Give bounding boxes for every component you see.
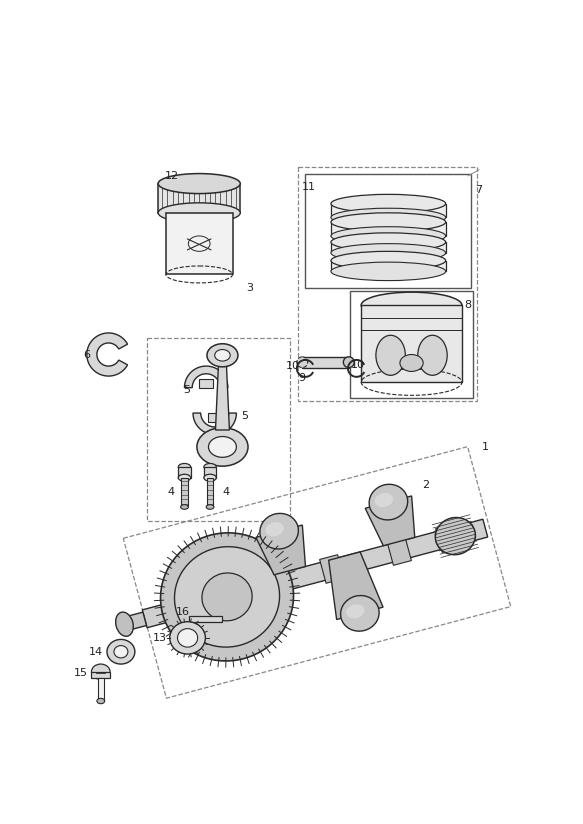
Polygon shape	[256, 525, 305, 575]
Ellipse shape	[204, 463, 216, 471]
Ellipse shape	[260, 513, 298, 549]
Ellipse shape	[369, 485, 408, 520]
Text: 5: 5	[241, 411, 248, 421]
Text: 14: 14	[89, 647, 103, 657]
Text: 16: 16	[176, 606, 190, 616]
Text: 12: 12	[165, 171, 179, 181]
Ellipse shape	[114, 645, 128, 658]
Ellipse shape	[265, 522, 284, 536]
Polygon shape	[178, 467, 191, 478]
Text: 15: 15	[73, 667, 87, 677]
Ellipse shape	[178, 463, 191, 471]
Polygon shape	[252, 573, 277, 602]
Ellipse shape	[207, 344, 238, 367]
Polygon shape	[98, 678, 104, 701]
Text: 4: 4	[223, 487, 230, 497]
Ellipse shape	[346, 604, 364, 619]
Ellipse shape	[331, 251, 445, 269]
Polygon shape	[193, 413, 236, 434]
Polygon shape	[331, 260, 445, 271]
Text: 9: 9	[298, 372, 306, 382]
Ellipse shape	[375, 493, 393, 508]
Polygon shape	[166, 213, 233, 274]
Text: 2: 2	[422, 480, 429, 490]
Polygon shape	[185, 591, 209, 619]
Ellipse shape	[297, 357, 308, 368]
Text: 7: 7	[475, 185, 483, 194]
Ellipse shape	[115, 612, 134, 636]
Polygon shape	[199, 379, 213, 387]
Ellipse shape	[331, 244, 445, 262]
Ellipse shape	[331, 208, 445, 227]
Text: 5: 5	[183, 385, 190, 395]
Ellipse shape	[376, 335, 405, 375]
Polygon shape	[319, 555, 344, 583]
Polygon shape	[181, 478, 188, 507]
Polygon shape	[331, 242, 445, 253]
Ellipse shape	[206, 504, 214, 509]
Polygon shape	[208, 413, 222, 422]
Text: 13: 13	[153, 633, 167, 643]
Ellipse shape	[209, 437, 236, 457]
Ellipse shape	[97, 698, 105, 704]
Polygon shape	[436, 524, 460, 552]
Polygon shape	[331, 222, 445, 236]
Polygon shape	[331, 204, 445, 218]
Polygon shape	[365, 496, 415, 545]
Text: 11: 11	[301, 182, 315, 193]
Polygon shape	[361, 305, 462, 382]
Polygon shape	[184, 366, 228, 387]
Ellipse shape	[361, 293, 462, 318]
Ellipse shape	[331, 233, 445, 251]
Ellipse shape	[181, 504, 188, 509]
Polygon shape	[387, 536, 412, 565]
Ellipse shape	[204, 475, 216, 481]
Text: 6: 6	[83, 349, 90, 359]
Polygon shape	[122, 612, 146, 631]
Text: 10: 10	[351, 359, 365, 369]
Ellipse shape	[400, 354, 423, 372]
Ellipse shape	[92, 664, 110, 680]
Ellipse shape	[158, 174, 240, 194]
Polygon shape	[92, 672, 110, 678]
Ellipse shape	[177, 629, 198, 647]
Ellipse shape	[331, 194, 445, 213]
Ellipse shape	[107, 639, 135, 664]
Ellipse shape	[215, 349, 230, 361]
Text: 10: 10	[286, 361, 300, 371]
Ellipse shape	[174, 546, 280, 647]
Polygon shape	[142, 519, 488, 628]
Ellipse shape	[340, 596, 379, 631]
Text: 3: 3	[246, 283, 253, 293]
Ellipse shape	[202, 573, 252, 620]
Polygon shape	[87, 333, 128, 376]
Polygon shape	[204, 467, 216, 478]
Ellipse shape	[158, 203, 240, 222]
Ellipse shape	[343, 357, 354, 368]
Ellipse shape	[178, 475, 191, 481]
Ellipse shape	[436, 517, 475, 555]
Polygon shape	[216, 363, 230, 430]
Text: 8: 8	[465, 300, 472, 311]
Ellipse shape	[331, 227, 445, 246]
Ellipse shape	[197, 428, 248, 466]
Text: 4: 4	[167, 487, 174, 497]
Ellipse shape	[418, 335, 447, 375]
Ellipse shape	[331, 262, 445, 281]
Polygon shape	[189, 616, 222, 622]
Ellipse shape	[331, 213, 445, 232]
Ellipse shape	[160, 533, 293, 661]
Polygon shape	[158, 184, 240, 213]
Text: 1: 1	[482, 442, 489, 452]
Ellipse shape	[170, 622, 205, 654]
Polygon shape	[329, 552, 383, 620]
Polygon shape	[302, 357, 349, 368]
Polygon shape	[207, 478, 213, 507]
